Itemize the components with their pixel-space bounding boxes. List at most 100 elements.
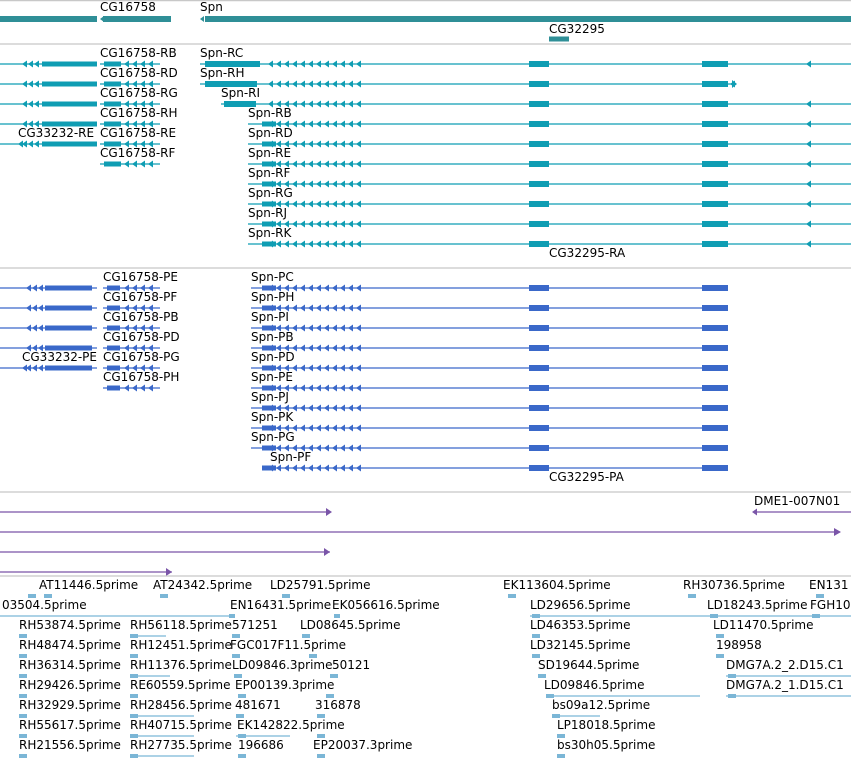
feature-label-cg16758-rd[interactable]: CG16758-RD xyxy=(100,66,178,80)
feature-label-spn-pg[interactable]: Spn-PG xyxy=(251,430,295,444)
feature-label-spn-rk[interactable]: Spn-RK xyxy=(248,226,292,240)
feature-label-at11446-5prime[interactable]: AT11446.5prime xyxy=(39,578,139,592)
feature-label-cg16758[interactable]: CG16758 xyxy=(100,0,156,14)
feature-label-rh53874-5prime[interactable]: RH53874.5prime xyxy=(19,618,121,632)
feature-label-spn-ph[interactable]: Spn-PH xyxy=(251,290,295,304)
feature-label-spn-pd[interactable]: Spn-PD xyxy=(251,350,295,364)
feature-label-cg16758-pf[interactable]: CG16758-PF xyxy=(103,290,178,304)
feature-label-ld09846-5prime[interactable]: LD09846.5prime xyxy=(544,678,645,692)
feature-label-spn-pb[interactable]: Spn-PB xyxy=(251,330,294,344)
feature-label-fgc017f11-5prime[interactable]: FGC017F11.5prime xyxy=(230,638,347,652)
feature-label-dme1-007n01[interactable]: DME1-007N01 xyxy=(754,494,841,508)
feature-label-cg16758-rb[interactable]: CG16758-RB xyxy=(100,46,177,60)
feature-label-ld08645-5prime[interactable]: LD08645.5prime xyxy=(300,618,401,632)
feature-label-rh29426-5prime[interactable]: RH29426.5prime xyxy=(19,678,121,692)
feature-label-spn-rj[interactable]: Spn-RJ xyxy=(248,206,288,220)
feature-label-re60559-5prime[interactable]: RE60559.5prime xyxy=(130,678,231,692)
feature-label-rh12451-5prime[interactable]: RH12451.5prime xyxy=(130,638,232,652)
feature-label-spn-rh[interactable]: Spn-RH xyxy=(200,66,245,80)
exon-chevron xyxy=(284,240,289,248)
feature-label-ek056616-5prime[interactable]: EK056616.5prime xyxy=(332,598,440,612)
feature-label-50121[interactable]: 50121 xyxy=(332,658,371,672)
feature-label-rh21556-5prime[interactable]: RH21556.5prime xyxy=(19,738,121,752)
feature-label-spn-pi[interactable]: Spn-PI xyxy=(251,310,289,324)
exon-block xyxy=(205,81,257,87)
feature-label-fgh10[interactable]: FGH10 xyxy=(810,598,851,612)
feature-label-dmg7a-2-1-d15-c1[interactable]: DMG7A.2_1.D15.C1 xyxy=(726,678,844,692)
feature-label-rh36314-5prime[interactable]: RH36314.5prime xyxy=(19,658,121,672)
feature-label-571251[interactable]: 571251 xyxy=(232,618,278,632)
feature-label-sd19644-5prime[interactable]: SD19644.5prime xyxy=(538,658,640,672)
feature-label-spn[interactable]: Spn xyxy=(200,0,223,14)
feature-label-ld29656-5prime[interactable]: LD29656.5prime xyxy=(530,598,631,612)
exon-chevron xyxy=(132,384,137,392)
feature-label-316878[interactable]: 316878 xyxy=(315,698,361,712)
feature-label-rh56118-5prime[interactable]: RH56118.5prime xyxy=(130,618,232,632)
feature-label-ld46353-5prime[interactable]: LD46353.5prime xyxy=(530,618,631,632)
region-arrow xyxy=(834,528,841,536)
feature-label-rh55617-5prime[interactable]: RH55617.5prime xyxy=(19,718,121,732)
feature-label-at24342-5prime[interactable]: AT24342.5prime xyxy=(153,578,253,592)
feature-label-cg16758-rg[interactable]: CG16758-RG xyxy=(100,86,178,100)
feature-label-198958[interactable]: 198958 xyxy=(716,638,762,652)
exon-chevron xyxy=(300,344,305,352)
feature-label-ld32145-5prime[interactable]: LD32145.5prime xyxy=(530,638,631,652)
feature-label-cg16758-rf[interactable]: CG16758-RF xyxy=(100,146,176,160)
feature-label-spn-rb[interactable]: Spn-RB xyxy=(248,106,292,120)
feature-label-cg32295-pa[interactable]: CG32295-PA xyxy=(549,470,624,484)
exon-block xyxy=(702,285,728,291)
feature-label-rh27735-5prime[interactable]: RH27735.5prime xyxy=(130,738,232,752)
exon-chevron xyxy=(124,304,129,312)
exon-chevron xyxy=(300,160,305,168)
feature-label-ld18243-5prime[interactable]: LD18243.5prime xyxy=(707,598,808,612)
exon-chevron xyxy=(308,284,313,292)
feature-label-cg32295-ra[interactable]: CG32295-RA xyxy=(549,246,626,260)
feature-label-cg16758-pg[interactable]: CG16758-PG xyxy=(103,350,180,364)
feature-label-rh11376-5prime[interactable]: RH11376.5prime xyxy=(130,658,232,672)
feature-label-cg32295[interactable]: CG32295 xyxy=(549,22,605,36)
feature-label-spn-pj[interactable]: Spn-PJ xyxy=(251,390,289,404)
feature-label-dmg7a-2-2-d15-c1[interactable]: DMG7A.2_2.D15.C1 xyxy=(726,658,844,672)
feature-label-rh40715-5prime[interactable]: RH40715.5prime xyxy=(130,718,232,732)
feature-label-cg16758-pb[interactable]: CG16758-PB xyxy=(103,310,179,324)
feature-label-spn-rf[interactable]: Spn-RF xyxy=(248,166,291,180)
exon-chevron xyxy=(32,364,37,372)
feature-label-spn-ri[interactable]: Spn-RI xyxy=(221,86,261,100)
feature-label-03504-5prime[interactable]: 03504.5prime xyxy=(2,598,87,612)
feature-label-cg16758-ph[interactable]: CG16758-PH xyxy=(103,370,180,384)
feature-label-ep20037-3prime[interactable]: EP20037.3prime xyxy=(313,738,413,752)
feature-label-rh32929-5prime[interactable]: RH32929.5prime xyxy=(19,698,121,712)
feature-label-spn-pk[interactable]: Spn-PK xyxy=(251,410,294,424)
feature-label-cg33232-re[interactable]: CG33232-RE xyxy=(18,126,95,140)
feature-label-ek142822-5prime[interactable]: EK142822.5prime xyxy=(237,718,345,732)
feature-label-en16431-5prime[interactable]: EN16431.5prime xyxy=(230,598,332,612)
feature-label-spn-rg[interactable]: Spn-RG xyxy=(248,186,293,200)
feature-label-ld11470-5prime[interactable]: LD11470.5prime xyxy=(713,618,814,632)
feature-label-ld09846-3prime[interactable]: LD09846.3prime xyxy=(232,658,333,672)
feature-label-spn-pc[interactable]: Spn-PC xyxy=(251,270,294,284)
feature-label-ld25791-5prime[interactable]: LD25791.5prime xyxy=(270,578,371,592)
exon-chevron xyxy=(292,404,297,412)
feature-label-bs09a12-5prime[interactable]: bs09a12.5prime xyxy=(552,698,651,712)
feature-label-ep00139-3prime[interactable]: EP00139.3prime xyxy=(235,678,335,692)
feature-label-spn-rc[interactable]: Spn-RC xyxy=(200,46,244,60)
feature-label-481671[interactable]: 481671 xyxy=(235,698,281,712)
feature-label-rh28456-5prime[interactable]: RH28456.5prime xyxy=(130,698,232,712)
feature-label-spn-rd[interactable]: Spn-RD xyxy=(248,126,293,140)
feature-label-cg16758-rh[interactable]: CG16758-RH xyxy=(100,106,178,120)
feature-label-spn-pf[interactable]: Spn-PF xyxy=(270,450,312,464)
feature-label-lp18018-5prime[interactable]: LP18018.5prime xyxy=(557,718,656,732)
feature-label-cg16758-pe[interactable]: CG16758-PE xyxy=(103,270,178,284)
feature-label-en131[interactable]: EN131 xyxy=(809,578,849,592)
feature-label-ek113604-5prime[interactable]: EK113604.5prime xyxy=(503,578,611,592)
feature-label-cg33232-pe[interactable]: CG33232-PE xyxy=(22,350,97,364)
feature-label-cg16758-pd[interactable]: CG16758-PD xyxy=(103,330,180,344)
feature-label-spn-re[interactable]: Spn-RE xyxy=(248,146,292,160)
feature-label-spn-pe[interactable]: Spn-PE xyxy=(251,370,293,384)
feature-label-cg16758-re[interactable]: CG16758-RE xyxy=(100,126,177,140)
feature-label-rh48474-5prime[interactable]: RH48474.5prime xyxy=(19,638,121,652)
exon-chevron xyxy=(324,384,329,392)
feature-label-bs30h05-5prime[interactable]: bs30h05.5prime xyxy=(557,738,656,752)
feature-label-196686[interactable]: 196686 xyxy=(238,738,284,752)
feature-label-rh30736-5prime[interactable]: RH30736.5prime xyxy=(683,578,785,592)
